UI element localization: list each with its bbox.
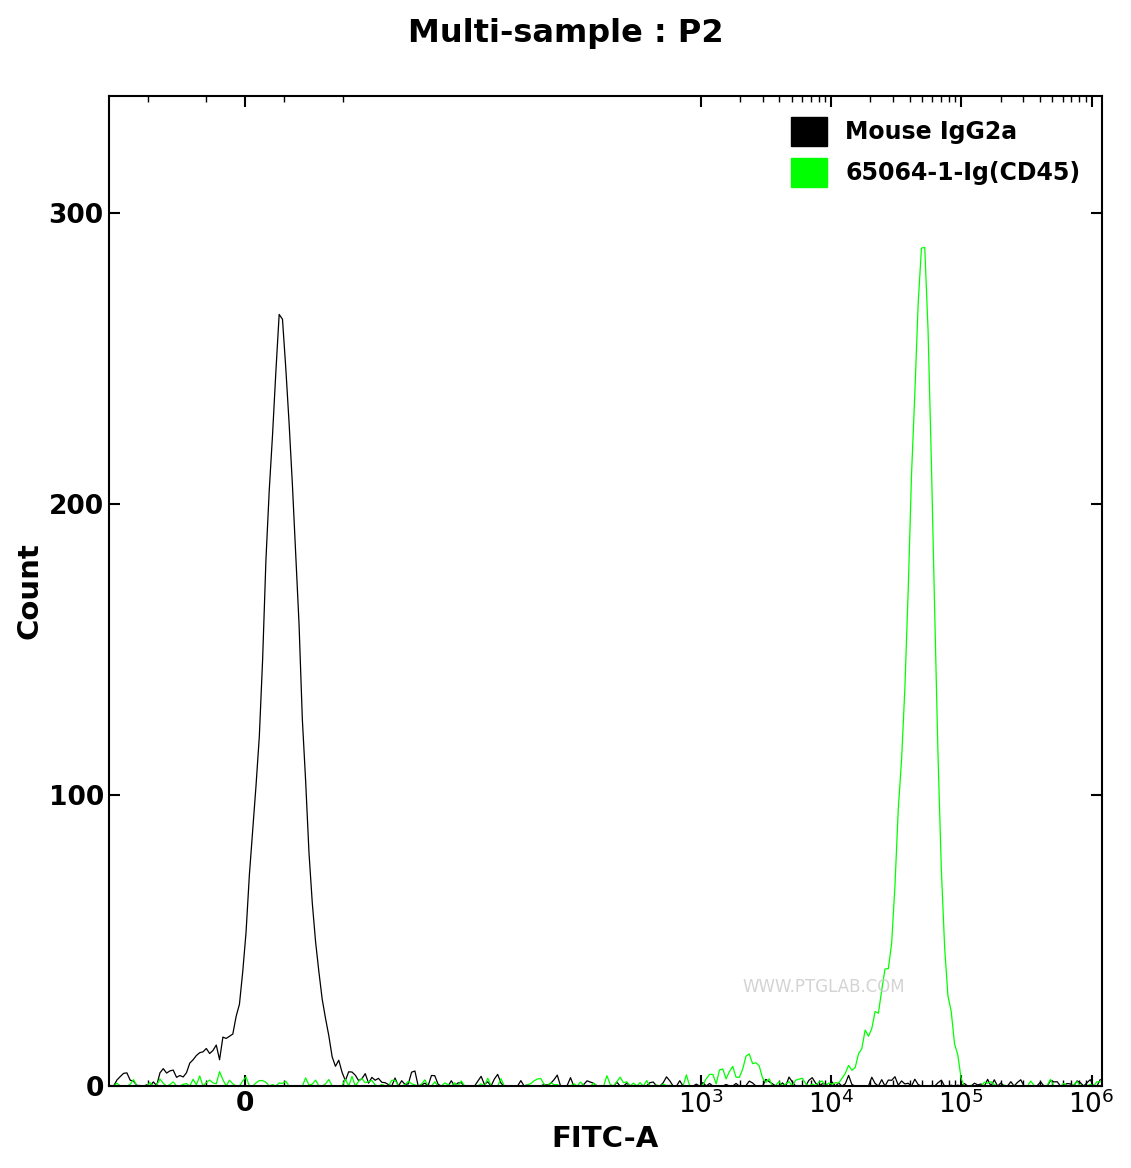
Text: WWW.PTGLAB.COM: WWW.PTGLAB.COM	[742, 978, 905, 996]
Legend: Mouse IgG2a, 65064-1-Ig(CD45): Mouse IgG2a, 65064-1-Ig(CD45)	[782, 107, 1090, 196]
Y-axis label: Count: Count	[15, 543, 43, 639]
Text: Multi-sample : P2: Multi-sample : P2	[407, 18, 724, 49]
X-axis label: FITC-A: FITC-A	[552, 1125, 659, 1153]
